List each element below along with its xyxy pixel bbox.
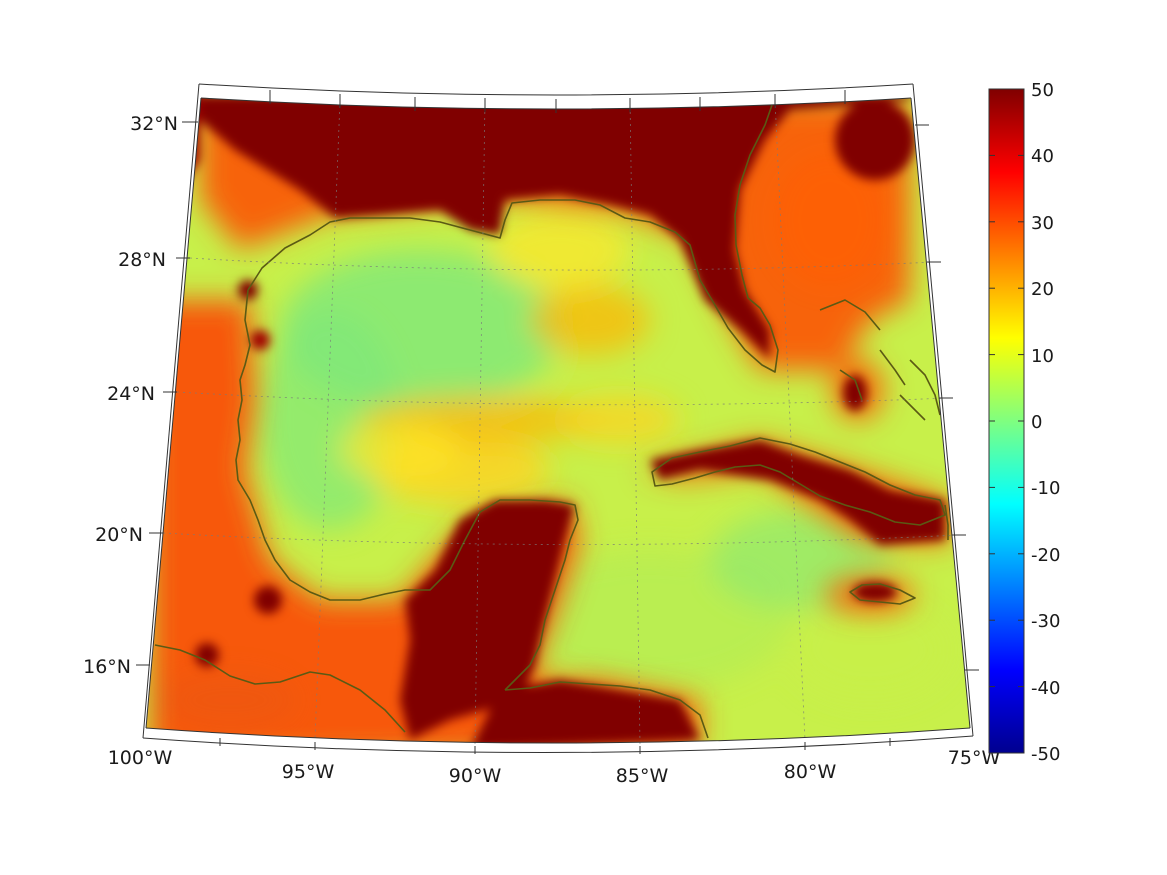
lon-label-100w: 100°W [108, 747, 173, 769]
colorbar-label-20: 20 [1031, 279, 1054, 300]
lon-label-90w: 90°W [449, 765, 502, 787]
coastlines [154, 104, 949, 739]
colorbar-label-40: 40 [1031, 146, 1054, 167]
us-gulf-coastline [247, 104, 779, 373]
cuba-coastline [651, 437, 946, 526]
lon-label-80w: 80°W [784, 761, 837, 783]
mexico-gulf-coastline [235, 289, 579, 691]
colorbar-label-neg50: -50 [1031, 744, 1060, 765]
map-frame [142, 83, 974, 754]
latitude-labels: 32°N 28°N 24°N 20°N 16°N [83, 113, 178, 678]
lon-label-85w: 85°W [616, 765, 669, 787]
lon-label-75w: 75°W [948, 747, 1001, 769]
colorbar-label-50: 50 [1031, 80, 1054, 101]
lat-label-28n: 28°N [118, 249, 166, 271]
land-saturated [150, 98, 945, 743]
mexico-pacific-coastline [154, 644, 406, 733]
bahamas-coastline [819, 299, 941, 421]
colorbar-label-30: 30 [1031, 213, 1054, 234]
colorbar-label-neg10: -10 [1031, 478, 1060, 499]
central-america-coastline [504, 681, 709, 739]
frame-ticks [136, 90, 979, 754]
lat-label-32n: 32°N [130, 113, 178, 135]
lat-label-20n: 20°N [95, 524, 143, 546]
colorbar-label-neg30: -30 [1031, 611, 1060, 632]
data-field [146, 98, 970, 743]
lon-label-95w: 95°W [282, 761, 335, 783]
colorbar-tick-labels: 50 40 30 20 10 0 -10 -20 -30 -40 -50 [1031, 80, 1060, 765]
colorbar: 50 40 30 20 10 0 -10 -20 -30 -40 -50 [988, 80, 1060, 765]
jamaica-coastline [849, 583, 916, 605]
colorbar-ticks [989, 154, 1024, 688]
longitude-labels: 100°W 95°W 90°W 85°W 80°W 75°W [108, 747, 1001, 787]
colorbar-label-neg40: -40 [1031, 678, 1060, 699]
colorbar-label-neg20: -20 [1031, 545, 1060, 566]
graticule [162, 99, 959, 746]
colorbar-label-0: 0 [1031, 412, 1042, 433]
colorbar-label-10: 10 [1031, 346, 1054, 367]
hispaniola-coastline [944, 504, 949, 540]
lat-label-16n: 16°N [83, 656, 131, 678]
lat-label-24n: 24°N [107, 383, 155, 405]
